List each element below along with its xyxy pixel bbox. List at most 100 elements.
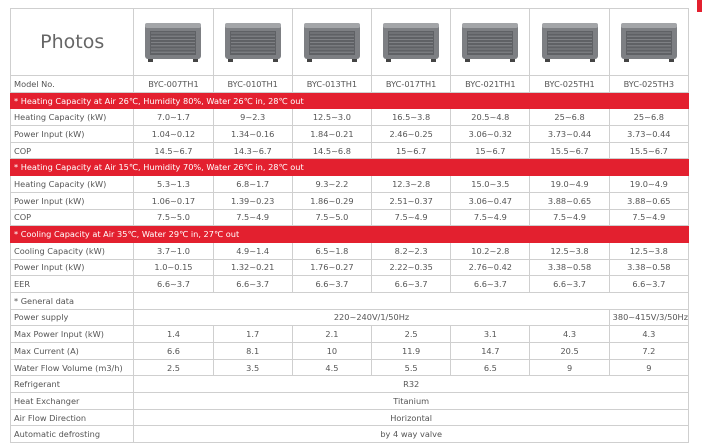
model-name: BYC-017TH1 bbox=[371, 75, 452, 93]
row-label: COP bbox=[9, 141, 135, 160]
value-cell: by 4 way valve bbox=[133, 425, 689, 444]
spec-row: Power Input (kW) 1.06~0.17 1.39~0.23 1.86~0… bbox=[9, 191, 690, 210]
value-cell: 8.1 bbox=[212, 342, 293, 360]
value-cell: 3.1 bbox=[450, 325, 531, 343]
value-cell: 4.3 bbox=[608, 325, 690, 343]
photo-cell bbox=[450, 8, 531, 76]
row-label: Heat Exchanger bbox=[9, 392, 135, 410]
value-cell: 1.39~0.23 bbox=[212, 191, 293, 210]
value-cell: 2.5 bbox=[371, 325, 452, 343]
value-cell: 7.2 bbox=[608, 342, 690, 360]
value-cell: 14.7 bbox=[450, 342, 531, 360]
photo-cell bbox=[529, 8, 610, 76]
value-cell: 220~240V/1/50Hz bbox=[133, 308, 610, 327]
model-name: BYC-010TH1 bbox=[212, 75, 293, 93]
value-cell: 8.2~2.3 bbox=[371, 241, 452, 260]
value-cell: 3.38~0.58 bbox=[608, 258, 690, 277]
spec-row: COP 14.5~6.7 14.3~6.7 14.5~6.8 15~6.7 15~6.7 1… bbox=[9, 141, 690, 160]
value-cell: 3.7~1.0 bbox=[133, 241, 214, 260]
spec-row: Refrigerant R32 bbox=[9, 375, 689, 394]
photos-label: Photos bbox=[9, 8, 135, 76]
row-label: EER bbox=[9, 275, 135, 293]
value-cell: 4.3 bbox=[529, 325, 610, 343]
value-cell: 12.5~3.0 bbox=[291, 108, 373, 127]
value-cell: 14.5~6.8 bbox=[291, 141, 373, 160]
value-cell: 14.3~6.7 bbox=[212, 141, 293, 160]
value-cell: 9~2.3 bbox=[212, 108, 293, 127]
section-row: * Cooling Capacity at Air 35℃, Water 29℃… bbox=[10, 225, 689, 243]
value-cell: 3.88~0.65 bbox=[529, 191, 610, 210]
spec-row: Power Input (kW) 1.04~0.12 1.34~0.16 1.84~0… bbox=[9, 125, 690, 143]
value-cell: 2.76~0.42 bbox=[450, 258, 531, 277]
row-label: Heating Capacity (kW) bbox=[9, 175, 135, 193]
value-cell: 7.5~5.0 bbox=[133, 208, 214, 227]
value-cell: 7.5~5.0 bbox=[291, 208, 373, 227]
heat-pump-photo bbox=[383, 23, 440, 62]
row-label: Air Flow Direction bbox=[9, 408, 135, 427]
value-cell: 7.0~1.7 bbox=[133, 108, 214, 127]
spec-row: Water Flow Volume (m3/h) 2.5 3.5 4.5 5.5 6.5 9… bbox=[9, 358, 690, 377]
heat-pump-photo bbox=[303, 23, 360, 62]
value-cell: 15~6.7 bbox=[450, 141, 531, 160]
photo-cell bbox=[291, 8, 373, 76]
row-label: Refrigerant bbox=[9, 375, 135, 394]
spec-row: EER 6.6~3.7 6.6~3.7 6.6~3.7 6.6~3.7 6.6~3.7 6.… bbox=[9, 275, 690, 293]
value-cell: 7.5~4.9 bbox=[212, 208, 293, 227]
value-cell: 5.5 bbox=[371, 358, 452, 377]
value-cell: 7.5~4.9 bbox=[450, 208, 531, 227]
empty-cell bbox=[133, 291, 689, 310]
model-name: BYC-021TH1 bbox=[450, 75, 531, 93]
spec-row: Automatic defrosting by 4 way valve bbox=[9, 425, 689, 444]
value-cell: 15.5~6.7 bbox=[529, 141, 610, 160]
value-cell: 2.1 bbox=[291, 325, 373, 343]
row-label: Automatic defrosting bbox=[9, 425, 135, 444]
row-label: Cooling Capacity (kW) bbox=[9, 241, 135, 260]
spec-row: COP 7.5~5.0 7.5~4.9 7.5~5.0 7.5~4.9 7.5~4.9 7.… bbox=[9, 208, 690, 227]
value-cell: Horizontal bbox=[133, 408, 689, 427]
photo-cell bbox=[608, 8, 690, 76]
model-name: BYC-007TH1 bbox=[133, 75, 214, 93]
value-cell: 6.6~3.7 bbox=[371, 275, 452, 293]
row-label: Power Input (kW) bbox=[9, 258, 135, 277]
value-cell: 9.3~2.2 bbox=[291, 175, 373, 193]
value-cell: 15~6.7 bbox=[371, 141, 452, 160]
row-label: Heating Capacity (kW) bbox=[9, 108, 135, 127]
row-label: Max Power Input (kW) bbox=[9, 325, 135, 343]
spec-row: Heating Capacity (kW) 5.3~1.3 6.8~1.7 9.3~2… bbox=[9, 175, 690, 193]
spec-row: Cooling Capacity (kW) 3.7~1.0 4.9~1.4 6.5~1… bbox=[9, 241, 690, 260]
value-cell: 6.6~3.7 bbox=[608, 275, 690, 293]
value-cell: 12.3~2.8 bbox=[371, 175, 452, 193]
value-cell: 1.7 bbox=[212, 325, 293, 343]
value-cell: 12.5~3.8 bbox=[529, 241, 610, 260]
heat-pump-photo bbox=[541, 23, 598, 62]
photo-cell bbox=[371, 8, 452, 76]
row-label: Power Input (kW) bbox=[9, 125, 135, 143]
value-cell: 3.5 bbox=[212, 358, 293, 377]
row-label: Max Current (A) bbox=[9, 342, 135, 360]
value-cell: 2.5 bbox=[133, 358, 214, 377]
value-cell: 25~6.8 bbox=[529, 108, 610, 127]
value-cell: 3.88~0.65 bbox=[608, 191, 690, 210]
value-cell: 3.73~0.44 bbox=[529, 125, 610, 143]
section-title: * Heating Capacity at Air 15℃, Humidity … bbox=[10, 158, 689, 177]
value-cell: 2.22~0.35 bbox=[371, 258, 452, 277]
note: * General data bbox=[9, 291, 135, 310]
row-label: Power supply bbox=[9, 308, 135, 327]
heat-pump-photo bbox=[224, 23, 281, 62]
spec-row: Heat Exchanger Titanium bbox=[9, 392, 689, 410]
model-name: BYC-025TH1 bbox=[529, 75, 610, 93]
table-body: Photos Model No. BYC-007TH1 BYC-010TH1 BYC… bbox=[9, 8, 690, 444]
value-cell: 7.5~4.9 bbox=[608, 208, 690, 227]
value-cell: 20.5~4.8 bbox=[450, 108, 531, 127]
spec-table: Photos Model No. BYC-007TH1 BYC-010TH1 BYC… bbox=[9, 8, 690, 444]
value-cell: 9 bbox=[529, 358, 610, 377]
value-cell: 6.6~3.7 bbox=[212, 275, 293, 293]
value-cell: 1.0~0.15 bbox=[133, 258, 214, 277]
value-cell: 19.0~4.9 bbox=[608, 175, 690, 193]
spec-row: Power Input (kW) 1.0~0.15 1.32~0.21 1.76~0.… bbox=[9, 258, 690, 277]
section-row: * Heating Capacity at Air 15℃, Humidity … bbox=[10, 158, 689, 177]
value-cell: 6.6~3.7 bbox=[529, 275, 610, 293]
value-cell: 1.76~0.27 bbox=[291, 258, 373, 277]
section-title: * Cooling Capacity at Air 35℃, Water 29℃… bbox=[10, 225, 689, 243]
